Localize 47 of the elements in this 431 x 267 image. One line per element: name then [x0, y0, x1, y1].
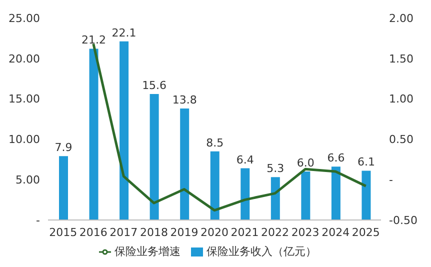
data-label: 15.6	[142, 78, 167, 92]
y2-tick-label: 1.00	[389, 92, 414, 106]
bar	[89, 48, 98, 220]
bar	[301, 172, 310, 220]
x-tick-label: 2023	[291, 226, 320, 239]
x-tick-label: 2020	[200, 226, 228, 239]
bar	[240, 168, 250, 220]
y2-tick-label: -	[389, 174, 393, 187]
data-label: 13.8	[172, 93, 197, 106]
legend-label: 保险业务收入（亿元）	[206, 245, 316, 258]
bar	[362, 170, 371, 220]
y-tick-label: 20.00	[8, 52, 40, 66]
y2-tick-label: 2.00	[389, 12, 414, 25]
data-label: 8.5	[206, 136, 224, 150]
x-tick-label: 2021	[230, 226, 259, 239]
bar	[120, 41, 129, 220]
data-label: 5.3	[266, 162, 284, 176]
x-tick-label: 2022	[261, 226, 290, 239]
x-tick-label: 2017	[110, 226, 138, 239]
y-tick-label: 10.00	[8, 133, 40, 146]
x-tick-label: 2018	[140, 226, 168, 239]
x-tick-label: 2025	[352, 226, 380, 239]
y-tick-label: 5.00	[16, 174, 40, 187]
bar	[270, 177, 280, 220]
bar	[150, 94, 159, 220]
data-label: 6.4	[236, 153, 254, 166]
y-tick-label: -	[36, 214, 40, 227]
bar	[180, 108, 190, 220]
x-tick-label: 2019	[170, 226, 198, 239]
bar	[331, 166, 340, 220]
x-tick-label: 2016	[79, 226, 108, 239]
y-tick-label: 25.00	[8, 12, 40, 25]
data-label: 7.9	[54, 141, 72, 154]
y-tick-label: 15.00	[8, 92, 40, 106]
y2-tick-label: -0.50	[389, 214, 418, 227]
x-tick-label: 2015	[49, 226, 78, 239]
data-label: 21.2	[82, 34, 106, 47]
legend-label: 保险业务增速	[114, 245, 180, 258]
data-label: 6.0	[296, 156, 314, 170]
bar	[210, 151, 220, 220]
data-label: 6.1	[357, 156, 375, 169]
y2-tick-label: 1.50	[389, 52, 414, 66]
data-label: 6.6	[327, 152, 345, 165]
y2-tick-label: 0.50	[389, 133, 414, 146]
data-label: 22.1	[112, 26, 136, 40]
bar	[59, 156, 68, 220]
x-tick-label: 2024	[322, 226, 350, 239]
